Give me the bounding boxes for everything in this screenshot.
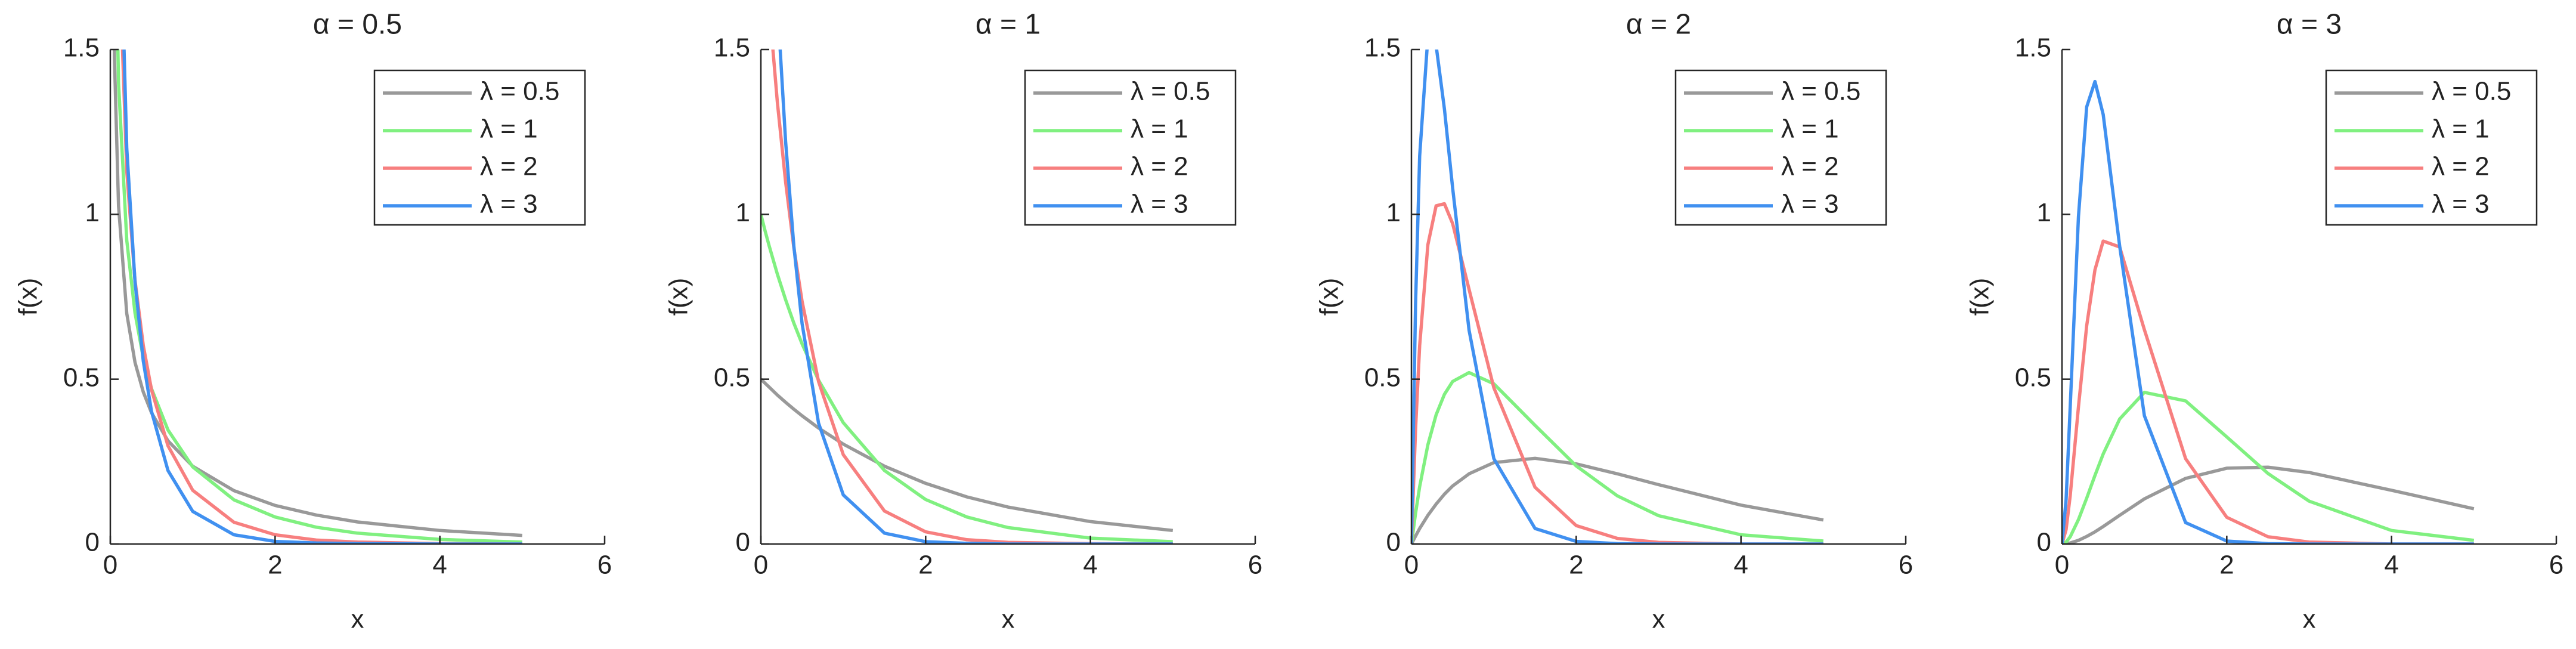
legend-box bbox=[1674, 69, 1887, 226]
legend-label: λ = 2 bbox=[1131, 152, 1188, 181]
legend-label: λ = 0.5 bbox=[2432, 77, 2511, 106]
x-tick-label: 0 bbox=[754, 551, 768, 580]
y-axis-label: f(x) bbox=[1315, 278, 1344, 316]
legend-box bbox=[2325, 69, 2538, 226]
legend-label: λ = 0.5 bbox=[1781, 77, 1860, 106]
legend-label: λ = 0.5 bbox=[1131, 77, 1210, 106]
series-line bbox=[2062, 391, 2475, 544]
y-tick-label: 0 bbox=[1386, 528, 1401, 557]
x-tick-label: 4 bbox=[2384, 551, 2398, 580]
chart-title: α = 1 bbox=[976, 9, 1041, 41]
x-axis-label: x bbox=[1002, 605, 1015, 634]
legend: λ = 0.5 λ = 1 λ = 2 λ = 3 bbox=[2325, 69, 2538, 226]
y-tick-label: 1 bbox=[736, 198, 750, 227]
legend-box bbox=[373, 69, 586, 226]
x-tick-label: 4 bbox=[432, 551, 447, 580]
y-tick-label: 0 bbox=[85, 528, 100, 557]
x-axis-label: x bbox=[1652, 605, 1665, 634]
y-axis-label: f(x) bbox=[14, 278, 43, 316]
series-line bbox=[1411, 456, 1824, 544]
y-axis-label: f(x) bbox=[1965, 278, 1995, 316]
x-tick-label: 2 bbox=[2219, 551, 2234, 580]
legend-label: λ = 1 bbox=[1131, 115, 1188, 144]
legend-label: λ = 3 bbox=[2432, 190, 2490, 219]
legend-label: λ = 3 bbox=[1781, 190, 1839, 219]
chart-title: α = 3 bbox=[2277, 9, 2342, 41]
legend-label: λ = 1 bbox=[1781, 115, 1839, 144]
chart: α = 2xf(x)0 2 4 600.511.5λ = 0.5λ = 1λ = 2λ… bbox=[1315, 9, 1914, 634]
x-axis-label: x bbox=[2303, 605, 2316, 634]
x-tick-label: 6 bbox=[1899, 551, 1913, 580]
y-tick-label: 1.5 bbox=[2015, 33, 2051, 63]
y-tick-label: 1.5 bbox=[714, 33, 750, 63]
series-line bbox=[2062, 465, 2475, 544]
y-tick-label: 0 bbox=[736, 528, 750, 557]
series-line bbox=[116, 50, 522, 544]
x-tick-label: 6 bbox=[2549, 551, 2563, 580]
legend-label: λ = 2 bbox=[480, 152, 538, 181]
legend-label: λ = 1 bbox=[480, 115, 538, 144]
legend: λ = 0.5 λ = 1 λ = 2 λ = 3 bbox=[1674, 69, 1887, 226]
legend-label: λ = 1 bbox=[2432, 115, 2490, 144]
y-tick-label: 0.5 bbox=[1364, 363, 1401, 392]
x-axis-label: x bbox=[351, 605, 364, 634]
legend-label: λ = 2 bbox=[1781, 152, 1839, 181]
y-tick-label: 0.5 bbox=[63, 363, 100, 392]
series-line bbox=[771, 50, 1173, 544]
x-tick-label: 2 bbox=[918, 551, 933, 580]
y-tick-label: 1.5 bbox=[1364, 33, 1401, 63]
legend-label: λ = 3 bbox=[1131, 190, 1188, 219]
legend: λ = 0.5 λ = 1 λ = 2 λ = 3 bbox=[1024, 69, 1237, 226]
x-tick-label: 4 bbox=[1083, 551, 1097, 580]
y-tick-label: 1.5 bbox=[63, 33, 100, 63]
x-tick-label: 0 bbox=[1404, 551, 1419, 580]
series-line bbox=[120, 50, 522, 544]
y-tick-label: 0.5 bbox=[2015, 363, 2051, 392]
legend-box bbox=[1024, 69, 1237, 226]
legend: λ = 0.5 λ = 1 λ = 2 λ = 3 bbox=[373, 69, 586, 226]
y-tick-label: 0.5 bbox=[714, 363, 750, 392]
chart: α = 3xf(x)0 2 4 600.511.5λ = 0.5λ = 1λ = 2λ… bbox=[1965, 9, 2564, 634]
chart-title: α = 0.5 bbox=[313, 9, 402, 41]
y-tick-label: 1 bbox=[1386, 198, 1401, 227]
series-line bbox=[1411, 370, 1824, 544]
x-tick-label: 2 bbox=[268, 551, 282, 580]
chart-title: α = 2 bbox=[1626, 9, 1691, 41]
legend-label: λ = 2 bbox=[2432, 152, 2490, 181]
chart: α = 0.5xf(x)0 2 4 600.511.5λ = 0.5λ = 1λ = … bbox=[14, 9, 612, 634]
x-tick-label: 6 bbox=[597, 551, 612, 580]
y-tick-label: 1 bbox=[85, 198, 100, 227]
series-line bbox=[1411, 202, 1823, 544]
y-tick-label: 1 bbox=[2037, 198, 2051, 227]
x-tick-label: 0 bbox=[103, 551, 117, 580]
series-line bbox=[761, 378, 1174, 533]
x-tick-label: 6 bbox=[1248, 551, 1262, 580]
series-line bbox=[761, 214, 1173, 543]
x-tick-label: 4 bbox=[1733, 551, 1748, 580]
y-axis-label: f(x) bbox=[664, 278, 693, 316]
chart: α = 1xf(x)0 2 4 600.511.5λ = 0.5λ = 1λ = 2λ… bbox=[664, 9, 1263, 634]
series-line bbox=[2062, 239, 2474, 544]
y-tick-label: 0 bbox=[2037, 528, 2051, 557]
x-tick-label: 2 bbox=[1569, 551, 1583, 580]
x-tick-label: 0 bbox=[2055, 551, 2069, 580]
legend-label: λ = 3 bbox=[480, 190, 538, 219]
legend-label: λ = 0.5 bbox=[480, 77, 559, 106]
